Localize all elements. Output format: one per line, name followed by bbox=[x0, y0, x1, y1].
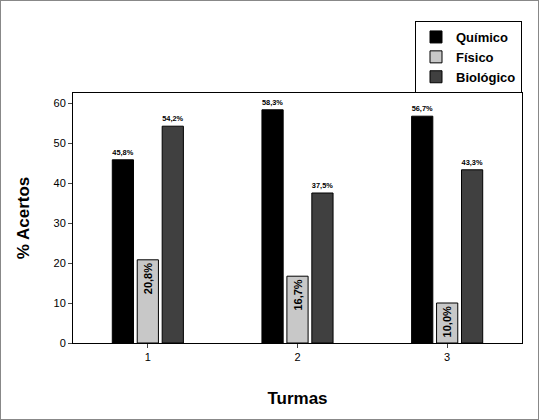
svg-text:Biológico: Biológico bbox=[456, 70, 515, 85]
svg-text:45,8%: 45,8% bbox=[112, 148, 133, 157]
svg-text:10,0%: 10,0% bbox=[441, 306, 453, 337]
svg-text:20: 20 bbox=[54, 257, 66, 269]
svg-text:Químico: Químico bbox=[456, 30, 508, 45]
svg-text:54,2%: 54,2% bbox=[162, 114, 183, 123]
svg-text:37,5%: 37,5% bbox=[312, 181, 333, 190]
svg-text:40: 40 bbox=[54, 177, 66, 189]
svg-text:2: 2 bbox=[294, 351, 300, 363]
svg-text:% Acertos: % Acertos bbox=[14, 177, 33, 260]
svg-text:20,8%: 20,8% bbox=[142, 263, 154, 294]
svg-text:60: 60 bbox=[54, 97, 66, 109]
svg-text:0: 0 bbox=[60, 337, 66, 349]
svg-text:30: 30 bbox=[54, 217, 66, 229]
svg-text:56,7%: 56,7% bbox=[412, 104, 433, 113]
svg-text:16,7%: 16,7% bbox=[292, 279, 304, 310]
svg-text:1: 1 bbox=[145, 351, 151, 363]
svg-text:58,3%: 58,3% bbox=[262, 98, 283, 107]
svg-text:43,3%: 43,3% bbox=[462, 158, 483, 167]
svg-text:Físico: Físico bbox=[456, 50, 494, 65]
svg-text:3: 3 bbox=[444, 351, 450, 363]
svg-text:10: 10 bbox=[54, 297, 66, 309]
svg-text:Turmas: Turmas bbox=[267, 389, 327, 408]
svg-text:50: 50 bbox=[54, 137, 66, 149]
